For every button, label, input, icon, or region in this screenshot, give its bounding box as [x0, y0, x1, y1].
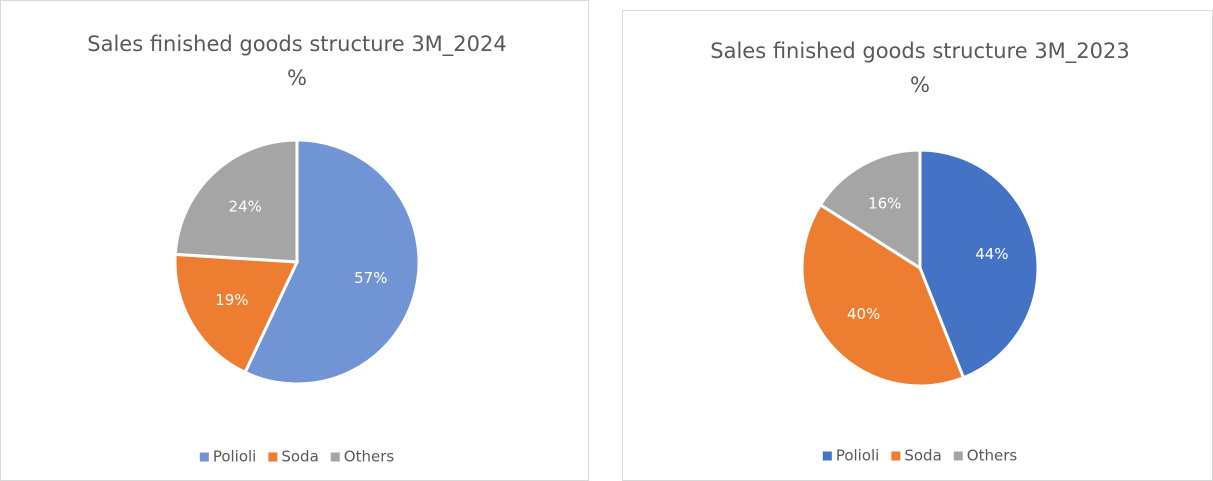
- legend-label: Polioli: [213, 448, 257, 466]
- legend-swatch: [199, 452, 209, 462]
- legend-swatch: [891, 451, 901, 461]
- data-label: 40%: [847, 305, 880, 323]
- legend-label: Others: [967, 447, 1018, 465]
- chart-subtitle: %: [910, 73, 930, 97]
- pie-slice: [243, 138, 421, 386]
- data-label: 44%: [975, 245, 1008, 263]
- legend-label: Soda: [904, 447, 941, 465]
- chart-title: Sales finished goods structure 3M_2024: [87, 32, 507, 57]
- data-label: 57%: [354, 269, 387, 287]
- pie-slice: [800, 202, 966, 388]
- chart-title: Sales finished goods structure 3M_2023: [710, 39, 1130, 64]
- pie-slice: [818, 148, 922, 271]
- data-label: 16%: [868, 194, 901, 212]
- legend-label: Polioli: [836, 447, 880, 465]
- legend-label: Soda: [281, 448, 318, 466]
- legend-swatch: [953, 451, 963, 461]
- data-label: 24%: [229, 197, 262, 215]
- legend-swatch: [330, 452, 340, 462]
- data-label: 19%: [215, 291, 248, 309]
- pie-slice: [173, 252, 300, 375]
- pie-slice: [173, 138, 299, 264]
- pie-slice: [918, 148, 1040, 380]
- legend-swatch: [268, 452, 278, 462]
- legend-label: Others: [344, 448, 395, 466]
- legend-swatch: [822, 451, 832, 461]
- chart-subtitle: %: [287, 66, 307, 90]
